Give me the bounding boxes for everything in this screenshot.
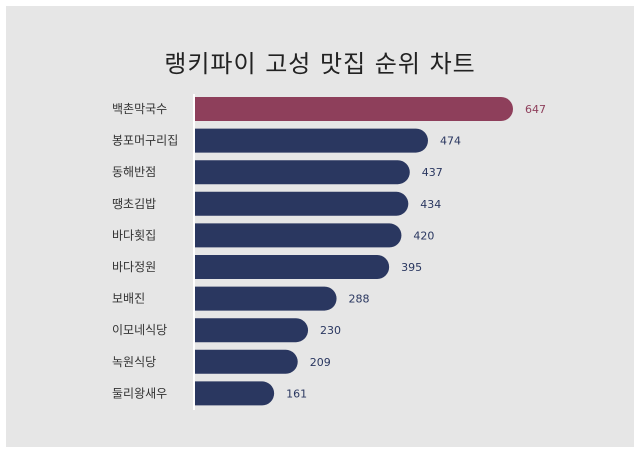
value-label: 474 [440, 135, 461, 148]
value-label: 434 [420, 198, 441, 211]
bar [195, 286, 337, 311]
category-label: 동해반점 [112, 165, 156, 179]
bar [195, 255, 390, 279]
category-label: 녹원식당 [112, 355, 156, 369]
value-label: 420 [413, 229, 434, 242]
value-label: 161 [286, 387, 307, 400]
bar [195, 318, 309, 343]
category-label: 보배진 [112, 292, 145, 306]
value-label: 647 [525, 103, 546, 116]
bar [195, 349, 298, 374]
bar [195, 128, 428, 153]
bar [195, 191, 409, 216]
value-label: 395 [401, 261, 422, 274]
category-label: 둘리왕새우 [112, 386, 167, 400]
value-label: 288 [349, 293, 370, 306]
category-label: 봉포머구리집 [112, 134, 178, 148]
category-label: 이모네식당 [112, 323, 167, 337]
chart-title: 랭키파이 고성 맛집 순위 차트 [164, 50, 476, 78]
category-label: 바다정원 [112, 260, 156, 274]
bar [195, 97, 513, 121]
bar [195, 160, 410, 185]
category-label: 땡초김밥 [112, 197, 156, 211]
value-label: 437 [422, 166, 443, 179]
bar [195, 223, 402, 248]
category-label: 백촌막국수 [112, 102, 167, 116]
value-label: 209 [310, 356, 331, 369]
bar [195, 381, 275, 406]
category-label: 바다횟집 [112, 228, 156, 242]
value-label: 230 [320, 324, 341, 337]
